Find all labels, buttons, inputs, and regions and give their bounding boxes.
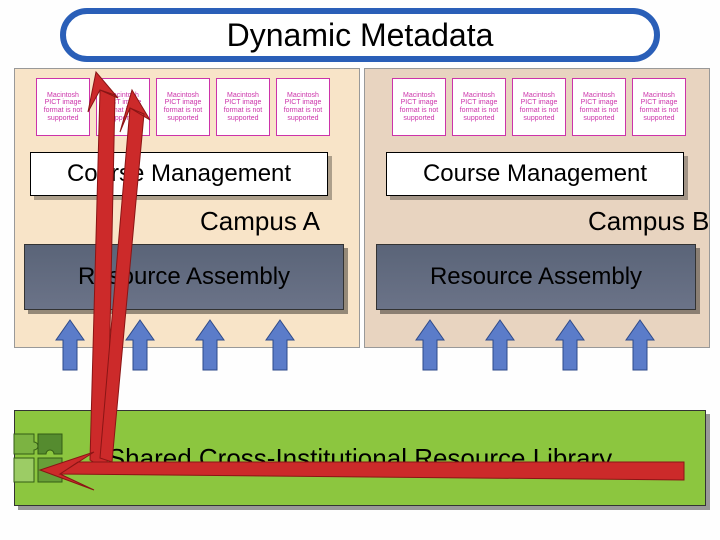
shared-library-box: Shared Cross-Institutional Resource Libr… [14, 410, 706, 506]
icon-row-a: Macintosh PICT image format is not suppo… [36, 78, 330, 136]
pict-icon: Macintosh PICT image format is not suppo… [276, 78, 330, 136]
course-mgmt-a-label: Course Management [67, 160, 291, 188]
puzzle-icon [12, 432, 64, 484]
pict-icon: Macintosh PICT image format is not suppo… [36, 78, 90, 136]
icon-row-b: Macintosh PICT image format is not suppo… [392, 78, 686, 136]
title-bar: Dynamic Metadata [60, 8, 660, 62]
resource-assembly-b-label: Resource Assembly [430, 263, 642, 291]
campus-a-label: Campus A [200, 206, 320, 237]
course-mgmt-b-label: Course Management [423, 160, 647, 188]
pict-icon: Macintosh PICT image format is not suppo… [572, 78, 626, 136]
pict-icon: Macintosh PICT image format is not suppo… [96, 78, 150, 136]
course-mgmt-b: Course Management [386, 152, 684, 196]
shared-library-label: Shared Cross-Institutional Resource Libr… [108, 443, 612, 474]
page-title: Dynamic Metadata [227, 17, 494, 54]
course-mgmt-a: Course Management [30, 152, 328, 196]
pict-icon: Macintosh PICT image format is not suppo… [156, 78, 210, 136]
pict-icon: Macintosh PICT image format is not suppo… [392, 78, 446, 136]
resource-assembly-a: Resource Assembly [24, 244, 344, 310]
campus-b-label: Campus B [588, 206, 709, 237]
resource-assembly-b: Resource Assembly [376, 244, 696, 310]
pict-icon: Macintosh PICT image format is not suppo… [632, 78, 686, 136]
pict-icon: Macintosh PICT image format is not suppo… [512, 78, 566, 136]
pict-icon: Macintosh PICT image format is not suppo… [216, 78, 270, 136]
resource-assembly-a-label: Resource Assembly [78, 263, 290, 291]
pict-icon: Macintosh PICT image format is not suppo… [452, 78, 506, 136]
